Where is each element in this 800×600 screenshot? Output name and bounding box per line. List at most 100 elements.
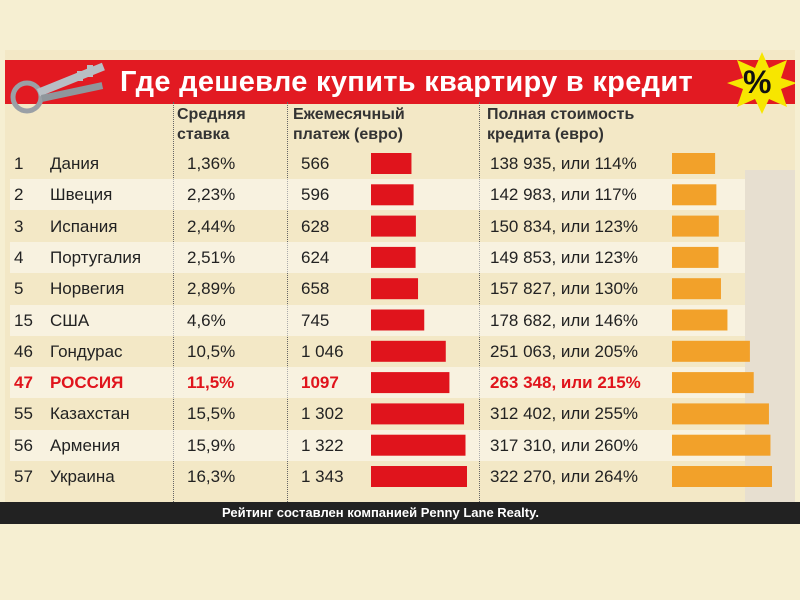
payment-cell: 1 343 [301, 467, 344, 486]
cost-cell: 322 270, или 264% [490, 467, 639, 486]
payment-cell: 628 [301, 216, 330, 236]
payment-cell: 658 [301, 279, 330, 299]
column-divider [287, 102, 288, 512]
keys-icon [10, 62, 105, 114]
header-payment: Ежемесячный платеж (евро) [293, 105, 405, 145]
cost-cell: 251 063, или 205% [490, 341, 639, 361]
footer-bar: Рейтинг составлен компанией Penny Lane R… [0, 502, 800, 524]
header-rate: Средняя ставка [177, 105, 246, 145]
cost-cell: 150 834, или 123% [490, 216, 639, 236]
country-cell: США [50, 310, 90, 330]
payment-cell: 1097 [301, 373, 339, 393]
cost-bar [672, 340, 750, 362]
country-cell: Украина [50, 467, 115, 486]
cost-cell: 317 310, или 260% [490, 435, 639, 455]
payment-cell: 745 [301, 310, 330, 330]
cost-cell: 149 853, или 123% [490, 247, 639, 267]
building-illustration [745, 170, 795, 520]
rank-cell: 15 [14, 310, 33, 330]
rank-cell: 47 [14, 373, 33, 393]
payment-bar [371, 372, 450, 394]
rate-cell: 2,51% [187, 247, 236, 267]
country-cell: РОССИЯ [50, 373, 124, 393]
rate-cell: 2,44% [187, 216, 236, 236]
bar-chart [371, 153, 772, 487]
percent-badge-icon [727, 52, 795, 114]
cost-cell: 312 402, или 255% [490, 404, 639, 424]
country-cell: Португалия [50, 247, 142, 267]
country-cell: Гондурас [50, 341, 123, 361]
payment-cell: 624 [301, 247, 330, 267]
rank-cell: 3 [14, 216, 24, 236]
rate-cell: 16,3% [187, 467, 236, 486]
rank-cell: 1 [14, 154, 24, 173]
cost-cell: 138 935, или 114% [490, 154, 637, 173]
payment-bar [371, 340, 446, 362]
cost-cell: 142 983, или 117% [490, 185, 637, 205]
country-cell: Казахстан [50, 404, 130, 424]
header-cost-line2: кредита (евро) [487, 126, 604, 143]
cost-bar [672, 215, 719, 237]
payment-cell: 1 302 [301, 404, 344, 424]
header-rate-line2: ставка [177, 126, 230, 143]
title-bar: Где дешевле купить квартиру в кредит [5, 60, 795, 104]
country-cell: Армения [50, 435, 121, 455]
column-divider [173, 102, 174, 512]
payment-cell: 566 [301, 154, 330, 173]
cost-bar [672, 434, 771, 456]
rate-cell: 11,5% [187, 373, 235, 393]
page-title: Где дешевле купить квартиру в кредит [120, 66, 693, 98]
cost-bar [672, 309, 728, 331]
table-row: 55 Казахстан 15,5% 1 302 312 402, или 255% [10, 398, 745, 429]
rank-cell: 56 [14, 435, 33, 455]
header-payment-line1: Ежемесячный [293, 106, 405, 123]
cost-cell: 157 827, или 130% [490, 279, 639, 299]
table-row: 3 Испания 2,44% 628 150 834, или 123% [10, 211, 745, 242]
header-cost-line1: Полная стоимость [487, 106, 635, 123]
table-row: 5 Норвегия 2,89% 658 157 827, или 130% [10, 273, 745, 304]
payment-cell: 596 [301, 185, 330, 205]
cost-bar [672, 372, 754, 394]
percent-badge-label: % [743, 64, 772, 100]
header-rate-line1: Средняя [177, 106, 246, 123]
payment-bar [371, 403, 465, 425]
rank-cell: 4 [14, 247, 24, 267]
cost-bar [672, 278, 721, 300]
payment-bar [371, 246, 416, 268]
table-panel: Где дешевле купить квартиру в кредит % С… [5, 50, 795, 520]
rate-cell: 4,6% [187, 310, 226, 330]
cost-bar [672, 403, 769, 425]
table-row: 57 Украина 16,3% 1 343 322 270, или 264% [10, 461, 745, 492]
rate-cell: 2,89% [187, 279, 236, 299]
rate-cell: 15,9% [187, 435, 236, 455]
payment-bar [371, 184, 414, 206]
payment-bar [371, 309, 425, 331]
cost-bar [672, 153, 716, 174]
rank-cell: 2 [14, 185, 24, 205]
header-payment-line2: платеж (евро) [293, 126, 403, 143]
rank-cell: 57 [14, 467, 33, 486]
rate-cell: 15,5% [187, 404, 236, 424]
cost-bar [672, 246, 719, 268]
table-row: 1 Дания 1,36% 566 138 935, или 114% [10, 148, 745, 179]
footer-note: Рейтинг составлен компанией Penny Lane R… [222, 505, 539, 520]
payment-cell: 1 322 [301, 435, 344, 455]
cost-bar [672, 466, 772, 487]
country-cell: Испания [50, 216, 118, 236]
payment-bar [371, 434, 466, 456]
rank-cell: 46 [14, 341, 33, 361]
cost-cell: 178 682, или 146% [490, 310, 639, 330]
country-cell: Норвегия [50, 279, 125, 299]
payment-bar [371, 153, 412, 174]
rank-cell: 5 [14, 279, 24, 299]
column-divider [479, 102, 480, 512]
payment-bar [371, 215, 416, 237]
rate-cell: 1,36% [187, 154, 236, 173]
table-row: 46 Гондурас 10,5% 1 046 251 063, или 205% [10, 336, 745, 367]
header-cost: Полная стоимость кредита (евро) [487, 105, 634, 145]
rate-cell: 10,5% [187, 341, 236, 361]
payment-cell: 1 046 [301, 341, 344, 361]
payment-bar [371, 466, 467, 487]
cost-bar [672, 184, 717, 206]
